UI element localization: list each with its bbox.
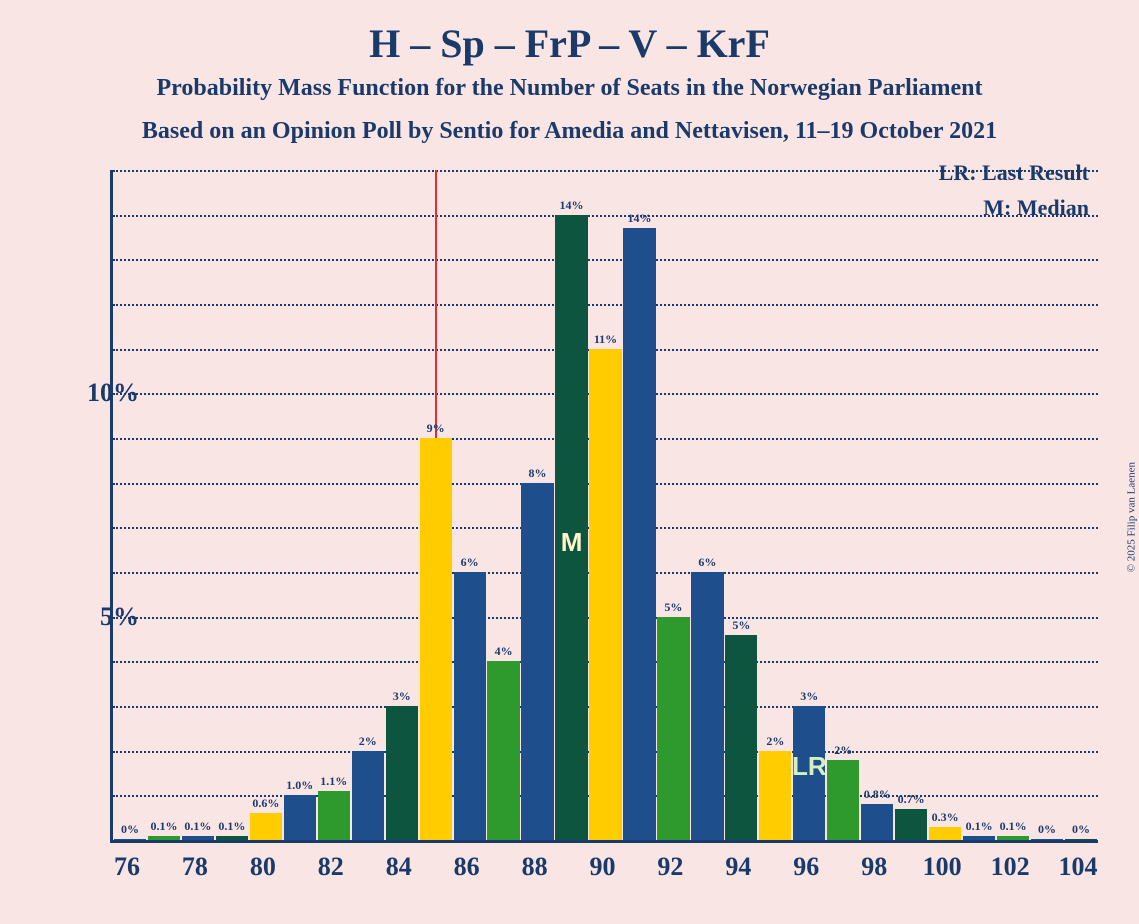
bar: 2% [352, 751, 384, 840]
subtitle-2: Based on an Opinion Poll by Sentio for A… [0, 118, 1139, 145]
bar-value-label: 0.1% [218, 819, 245, 836]
x-axis-label: 82 [318, 852, 344, 882]
bar: 2% [759, 751, 791, 840]
bar: 0% [1031, 839, 1063, 840]
bar-value-label: 4% [495, 644, 513, 661]
bar-value-label: 5% [732, 618, 750, 635]
bar: 0.7% [895, 809, 927, 840]
median-marker: M [561, 527, 583, 558]
bar-value-label: 14% [627, 211, 651, 228]
bar-value-label: 6% [461, 555, 479, 572]
bar: 0.1% [963, 836, 995, 840]
bar-value-label: 3% [800, 689, 818, 706]
bar-value-label: 0.3% [932, 810, 959, 827]
bar: 11% [589, 349, 621, 840]
bar: 0.3% [929, 827, 961, 840]
bar: 0.1% [997, 836, 1029, 840]
bar-value-label: 1.1% [320, 774, 347, 791]
bar-value-label: 0% [121, 822, 139, 839]
x-axis-label: 80 [250, 852, 276, 882]
x-axis-label: 92 [657, 852, 683, 882]
last-result-marker: LR [792, 751, 827, 782]
bar-value-label: 0.1% [1000, 819, 1027, 836]
bar: 5% [725, 635, 757, 840]
bar-value-label: 0% [1038, 822, 1056, 839]
bar-value-label: 2% [834, 743, 852, 760]
bar-value-label: 3% [393, 689, 411, 706]
x-axis-label: 88 [522, 852, 548, 882]
x-axis-label: 100 [923, 852, 962, 882]
x-axis-label: 98 [861, 852, 887, 882]
x-axis-label: 102 [991, 852, 1030, 882]
y-axis-label: 10% [87, 378, 139, 408]
bar-value-label: 1.0% [286, 778, 313, 795]
bar-value-label: 9% [427, 421, 445, 438]
bar: 1.1% [318, 791, 350, 840]
bar: 0% [1065, 839, 1097, 840]
bar-value-label: 0.8% [864, 787, 891, 804]
copyright-text: © 2025 Filip van Laenen [1125, 462, 1137, 572]
bar: 1.0% [284, 795, 316, 840]
subtitle-1: Probability Mass Function for the Number… [0, 75, 1139, 102]
x-axis-label: 94 [725, 852, 751, 882]
x-axis-label: 104 [1059, 852, 1098, 882]
bar: 3% [386, 706, 418, 840]
bar: 6% [691, 572, 723, 840]
bar: 0.1% [182, 836, 214, 840]
bar-value-label: 14% [560, 198, 584, 215]
bar: 6% [454, 572, 486, 840]
bar-value-label: 5% [664, 600, 682, 617]
bar: 2% [827, 760, 859, 840]
y-axis-label: 5% [100, 602, 139, 632]
bar-value-label: 0.7% [898, 792, 925, 809]
x-axis-label: 96 [793, 852, 819, 882]
bar-value-label: 0.6% [252, 796, 279, 813]
x-axis-label: 84 [386, 852, 412, 882]
x-axis-label: 76 [114, 852, 140, 882]
main-title: H – Sp – FrP – V – KrF [0, 20, 1139, 67]
bar-value-label: 0% [1072, 822, 1090, 839]
bar-value-label: 11% [594, 332, 617, 349]
bar-value-label: 0.1% [150, 819, 177, 836]
x-axis-labels: 76 78 80 82 84 86 88 90 92 94 96 98 100 102 104 [110, 852, 1095, 892]
x-axis-label: 78 [182, 852, 208, 882]
bar: 0.6% [250, 813, 282, 840]
bar: 14% [623, 228, 655, 840]
chart-area: 0%0.1%0.1%0.1%0.6%1.0%1.1%2%3%9%6%4%8%14… [110, 170, 1098, 843]
bar: 0.1% [216, 836, 248, 840]
bar: 0.1% [148, 836, 180, 840]
bar: 5% [657, 617, 689, 840]
bar-value-label: 2% [359, 734, 377, 751]
bars-group: 0%0.1%0.1%0.1%0.6%1.0%1.1%2%3%9%6%4%8%14… [113, 170, 1098, 840]
x-axis-label: 90 [590, 852, 616, 882]
bar-value-label: 0.1% [184, 819, 211, 836]
bar-value-label: 2% [766, 734, 784, 751]
bar: 8% [521, 483, 553, 840]
x-axis-label: 86 [454, 852, 480, 882]
chart-container: H – Sp – FrP – V – KrF Probability Mass … [0, 0, 1139, 924]
bar: 9% [420, 438, 452, 840]
bar: 0% [114, 839, 146, 840]
bar: 0.8% [861, 804, 893, 840]
bar-value-label: 0.1% [966, 819, 993, 836]
bar: 4% [487, 661, 519, 840]
bar-value-label: 8% [529, 466, 547, 483]
bar-value-label: 6% [698, 555, 716, 572]
